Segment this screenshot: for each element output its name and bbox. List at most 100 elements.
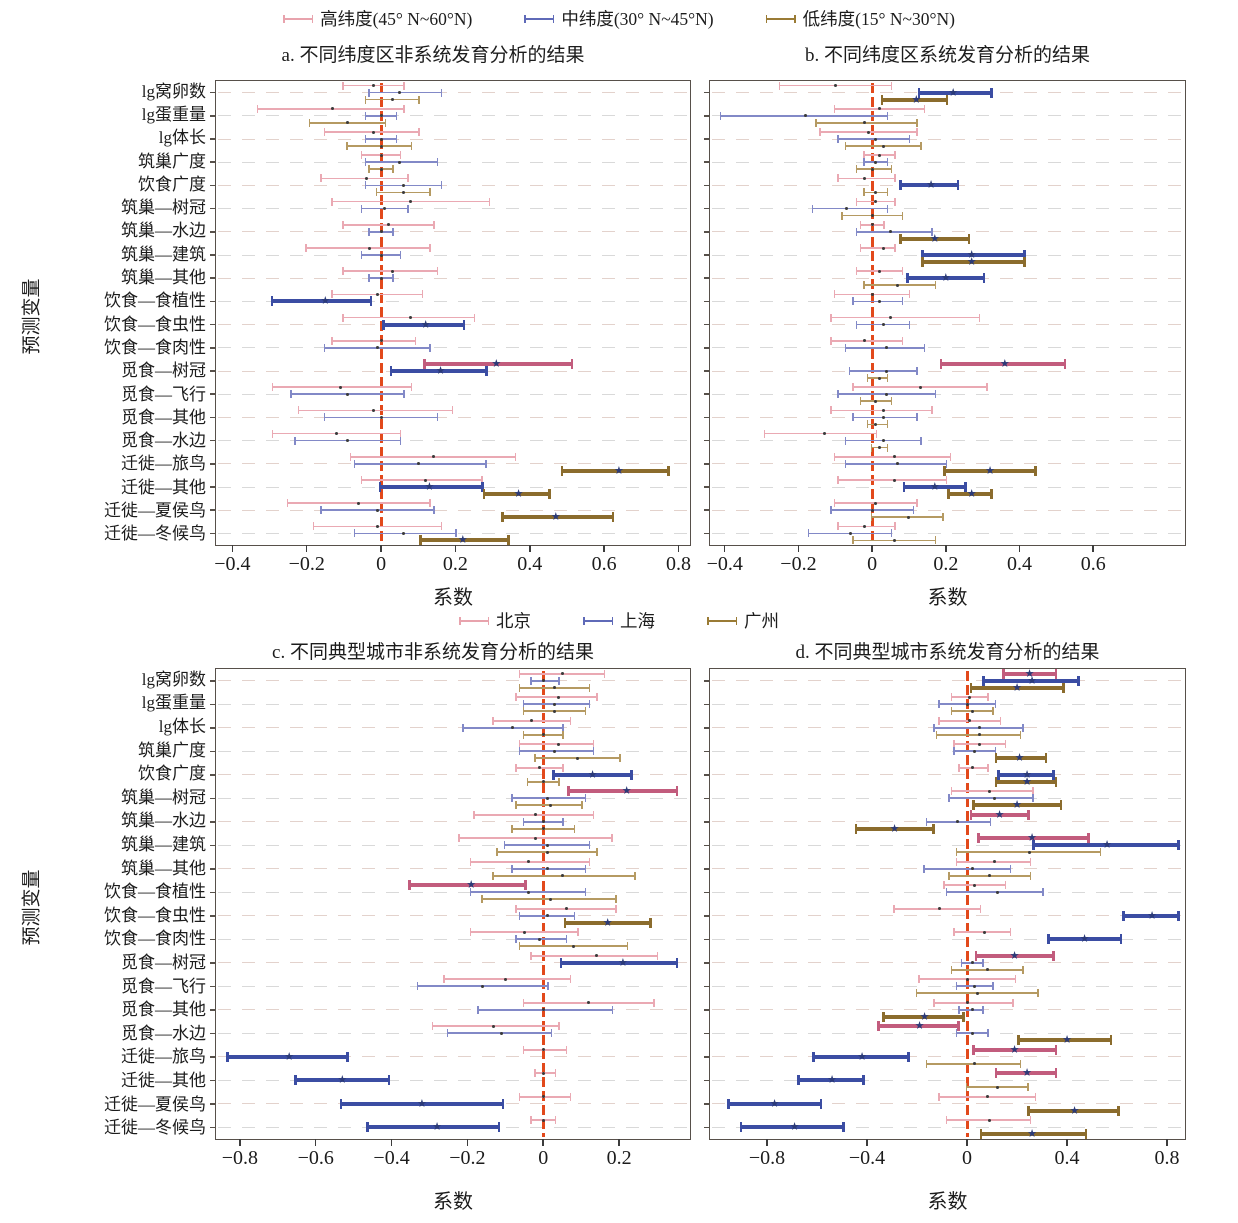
error-bar-cap	[990, 87, 993, 98]
error-bar-cap	[945, 94, 949, 105]
y-axis-tick	[703, 985, 709, 987]
error-bar-cap	[938, 716, 940, 725]
estimate-dot-marker	[988, 1118, 991, 1122]
estimate-dot-marker	[541, 780, 545, 784]
estimate-dot-marker	[970, 766, 974, 770]
error-bar-cap	[945, 888, 947, 897]
error-bar-cap	[294, 1075, 297, 1086]
error-bar-cap	[950, 693, 952, 702]
error-bar-cap	[592, 747, 595, 756]
x-axis-title-c: 系数	[433, 1191, 473, 1213]
x-axis-tick	[603, 545, 605, 552]
error-bar-cap	[342, 81, 344, 90]
estimate-dot-marker	[541, 679, 545, 683]
error-bar	[866, 420, 889, 429]
significance-star-marker: ★	[602, 915, 613, 929]
x-axis-tick-label: −0.2	[288, 553, 325, 575]
estimate-dot-marker	[881, 246, 885, 250]
estimate-dot-marker	[549, 803, 553, 807]
legend-label: 中纬度(30° N~45°N)	[561, 9, 714, 29]
x-axis-tick	[766, 1139, 768, 1146]
error-bar-cap	[226, 1051, 229, 1062]
error-bar-cap	[938, 1092, 940, 1101]
error-bar-cap	[588, 700, 591, 709]
gridline	[712, 1103, 1183, 1105]
error-bar-cap	[932, 823, 935, 834]
error-bar-cap	[399, 151, 402, 160]
error-bar-cap	[923, 343, 926, 352]
gridline	[712, 1079, 1183, 1081]
error-bar-cap	[511, 824, 513, 833]
y-axis-category-label: 筑巢—其他	[121, 858, 206, 878]
error-bar	[854, 823, 935, 834]
y-axis-tick	[703, 207, 709, 210]
y-axis-tick	[703, 254, 709, 256]
error-bar	[837, 135, 911, 143]
error-bar-cap	[830, 406, 832, 415]
error-bar	[305, 244, 431, 252]
error-bar-cap	[844, 459, 847, 468]
estimate-dot-marker	[375, 292, 379, 296]
x-axis-tick-label: 0.8	[1154, 1147, 1180, 1169]
x-axis-tick	[466, 1139, 469, 1146]
error-bar-cap	[1119, 934, 1122, 945]
error-bar-cap	[522, 817, 525, 826]
error-bar-cap	[1022, 723, 1024, 732]
error-bar-cap	[392, 274, 394, 283]
error-bar-cap	[994, 753, 997, 764]
y-axis-tick	[703, 277, 709, 279]
error-bar	[353, 529, 457, 538]
significance-star-marker: ★	[466, 878, 477, 892]
x-axis-tick	[677, 545, 680, 552]
error-bar-cap	[943, 881, 945, 890]
x-axis-tick-label: −0.6	[297, 1147, 334, 1169]
y-axis-tick	[703, 680, 709, 682]
error-bar-cap	[883, 220, 885, 229]
error-bar-cap	[615, 904, 617, 913]
error-bar-cap	[915, 989, 917, 998]
y-axis-category-label: lg窝卵数	[141, 81, 206, 101]
y-axis-category-label: 饮食—食虫性	[104, 905, 206, 925]
error-bar-cap	[588, 841, 591, 850]
legend-label: 高纬度(45° N~60°N)	[320, 9, 473, 29]
significance-star-marker: ★	[1079, 932, 1090, 946]
error-bar-cap	[408, 880, 411, 891]
estimate-dot-marker	[372, 84, 376, 88]
error-bar-cap	[886, 111, 889, 120]
error-bar	[811, 204, 889, 213]
error-bar-cap	[886, 158, 889, 167]
error-bar-cap	[982, 1005, 984, 1014]
error-bar-cap	[855, 197, 858, 206]
significance-star-marker: ★	[857, 1049, 867, 1063]
estimate-dot-marker	[383, 207, 387, 211]
error-bar-cap	[403, 390, 405, 399]
x-axis-title-a: 系数	[433, 587, 473, 609]
error-bar-cap	[908, 320, 911, 329]
significance-star-marker: ★	[1027, 831, 1037, 845]
error-bar-cap	[349, 452, 352, 461]
error-bar-cap	[1004, 881, 1006, 890]
error-bar-cap	[934, 390, 937, 399]
error-bar-cap	[841, 211, 843, 220]
significance-star-marker: ★	[1022, 774, 1032, 788]
error-bar-cap	[611, 834, 613, 843]
y-axis-tick	[703, 938, 709, 940]
y-axis-category-label: lg蛋重量	[141, 104, 206, 124]
y-axis-tick	[703, 323, 709, 326]
error-bar-cap	[837, 476, 839, 484]
estimate-dot-marker	[530, 719, 534, 723]
x-axis-tick	[380, 545, 382, 552]
legend-errorbar-swatch	[765, 14, 796, 23]
error-bar-cap	[271, 383, 274, 392]
error-bar-cap	[886, 374, 889, 382]
error-bar-cap	[852, 536, 854, 545]
error-bar-cap	[554, 1069, 557, 1078]
error-bar-cap	[399, 429, 402, 438]
y-axis-category-label: lg体长	[158, 128, 206, 148]
gridline	[712, 370, 1183, 372]
y-axis-tick	[703, 486, 709, 488]
estimate-dot-marker	[988, 874, 991, 878]
error-bar-cap	[916, 367, 918, 375]
estimate-dot-marker	[346, 121, 350, 125]
error-bar-cap	[501, 1098, 505, 1109]
